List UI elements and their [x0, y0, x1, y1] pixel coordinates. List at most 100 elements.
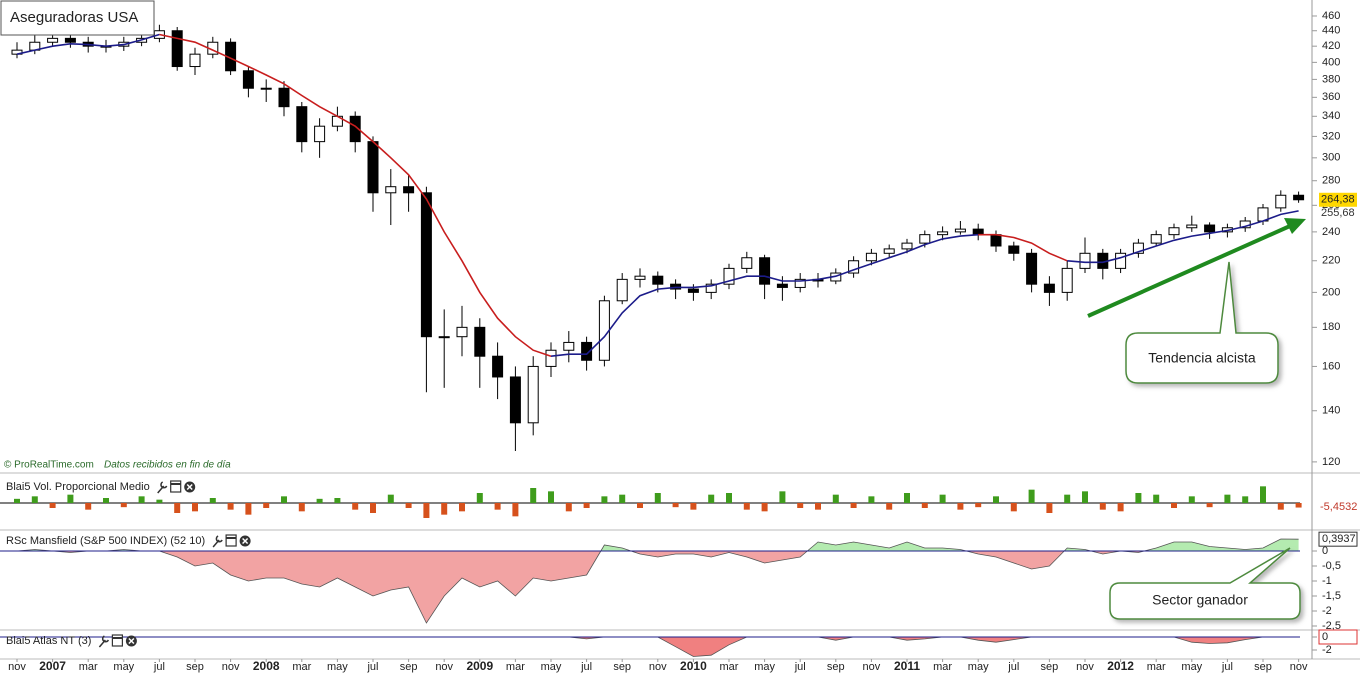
- callout: [1125, 261, 1279, 384]
- x-tick-label: 2009: [466, 659, 493, 673]
- x-tick-label: jul: [1221, 661, 1233, 673]
- panel-icons: [98, 634, 137, 648]
- volume-bar: [1188, 496, 1195, 503]
- volume-bar: [939, 494, 946, 503]
- candle-body: [848, 260, 860, 274]
- volume-bar: [672, 503, 679, 508]
- wrench-icon[interactable]: [212, 535, 223, 548]
- x-tick-label: may: [968, 661, 989, 673]
- candle-body: [1079, 252, 1091, 269]
- window-icon[interactable]: [225, 534, 237, 547]
- candle-body: [741, 257, 753, 269]
- last-value: 0,3937: [1322, 533, 1356, 545]
- candle-body: [527, 365, 539, 424]
- x-tick-label: mar: [292, 661, 311, 673]
- y-tick-label: 200: [1322, 286, 1340, 298]
- candle-body: [598, 300, 610, 361]
- volume-bar: [637, 503, 643, 508]
- moving-average: [159, 33, 1068, 357]
- y-tick-label: -2: [1322, 605, 1332, 617]
- volume-bar: [654, 493, 661, 503]
- callout-text: Tendencia alcista: [1148, 350, 1256, 366]
- x-tick-label: jul: [1007, 661, 1019, 673]
- volume-bar: [1224, 494, 1231, 503]
- y-tick-label: 340: [1322, 110, 1340, 122]
- candle-body: [901, 242, 913, 250]
- volume-bar: [886, 503, 893, 510]
- y-tick-label: 360: [1322, 91, 1340, 103]
- candle-body: [438, 336, 450, 339]
- volume-bar: [1117, 503, 1124, 512]
- volume-bar: [832, 494, 839, 503]
- volume-bar: [797, 503, 804, 508]
- volume-bar: [868, 496, 875, 503]
- volume-bar: [352, 503, 359, 510]
- x-tick-label: mar: [79, 661, 98, 673]
- window-icon[interactable]: [170, 480, 182, 493]
- candle-body: [1186, 224, 1198, 229]
- window-icon[interactable]: [111, 634, 123, 647]
- x-tick-label: nov: [435, 661, 453, 673]
- x-tick-label: may: [541, 661, 562, 673]
- volume-bar: [1135, 493, 1142, 503]
- candle-body: [563, 341, 575, 351]
- volume-bar: [370, 503, 376, 513]
- x-tick-label: may: [327, 661, 348, 673]
- volume-bar: [1260, 486, 1266, 503]
- y-tick-label: 440: [1322, 25, 1340, 37]
- candle-body: [581, 341, 593, 361]
- x-tick-label: jul: [794, 661, 806, 673]
- volume-bar: [708, 494, 715, 503]
- volume-bar: [850, 503, 857, 508]
- volume-bar: [49, 503, 56, 508]
- volume-bar: [120, 503, 127, 508]
- candle-body: [1115, 252, 1127, 269]
- last-value: -5,4532: [1320, 501, 1357, 513]
- candle-body: [278, 87, 290, 108]
- y-tick-label: -1,5: [1322, 590, 1341, 602]
- panel-icons: [212, 534, 251, 548]
- candle-body: [937, 231, 949, 236]
- volume-bar: [530, 488, 537, 503]
- wrench-icon[interactable]: [157, 481, 168, 494]
- volume-bar: [1277, 503, 1284, 510]
- candle-body: [687, 288, 699, 293]
- candle-body: [652, 275, 664, 285]
- x-tick-label: sep: [1254, 661, 1272, 673]
- x-tick-label: mar: [933, 661, 952, 673]
- x-tick-label: may: [113, 661, 134, 673]
- y-tick-label: -2: [1322, 644, 1332, 656]
- callout-text: Sector ganador: [1152, 592, 1248, 608]
- x-tick-label: mar: [720, 661, 739, 673]
- volume-bar: [583, 503, 590, 508]
- y-tick-label: 280: [1322, 175, 1340, 187]
- x-tick-label: 2012: [1107, 659, 1134, 673]
- candle-body: [403, 186, 415, 194]
- volume-bar: [779, 491, 786, 503]
- volume-bar: [1082, 491, 1088, 503]
- volume-bar: [1295, 503, 1302, 508]
- y-tick-label: 120: [1322, 456, 1340, 468]
- x-tick-label: mar: [506, 661, 525, 673]
- wrench-icon[interactable]: [98, 635, 110, 648]
- volume-bar: [387, 494, 394, 503]
- candle-body: [919, 234, 931, 244]
- y-tick-label: 420: [1322, 40, 1340, 52]
- y-tick-label: 300: [1322, 152, 1340, 164]
- volume-bar: [334, 498, 341, 503]
- volume-bar: [726, 493, 732, 503]
- x-tick-label: nov: [1076, 661, 1094, 673]
- candle-body: [1061, 267, 1073, 293]
- candle-body: [171, 30, 183, 68]
- x-tick-label: may: [1181, 661, 1202, 673]
- y-tick-label: 140: [1322, 405, 1340, 417]
- y-tick-label: 0: [1322, 545, 1328, 557]
- close-x: [242, 537, 249, 545]
- volume-bar: [85, 503, 92, 510]
- callout-shape: [1125, 261, 1279, 384]
- x-tick-label: may: [754, 661, 775, 673]
- volume-bar: [1010, 503, 1017, 512]
- candle-body: [1008, 245, 1020, 254]
